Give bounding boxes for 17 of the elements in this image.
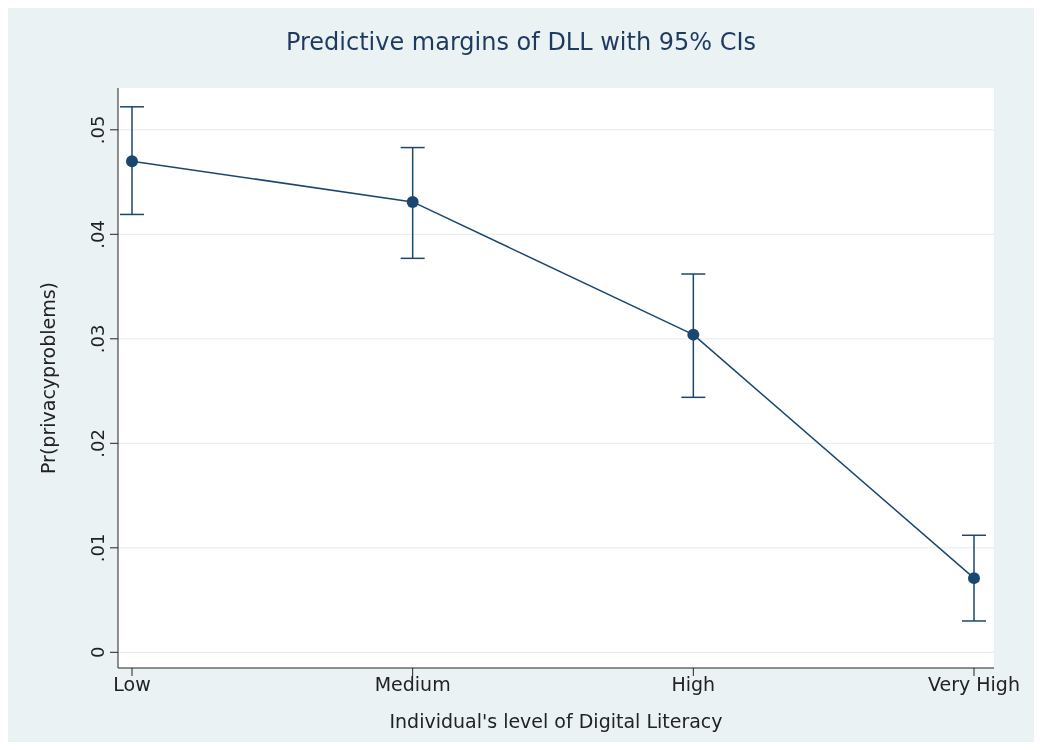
x-tick-label: Very High [928,673,1020,696]
point [406,195,419,208]
y-tick-label: 0 [87,646,108,659]
point [126,155,138,168]
x-tick-label: Low [113,673,151,696]
x-tick-label: Medium [374,673,451,696]
y-axis-title: Pr(privacyproblems) [36,281,59,475]
point [687,328,700,341]
x-axis-title: Individual's level of Digital Literacy [389,710,723,732]
y-tick-label: .04 [87,219,108,249]
y-tick-label: .05 [87,115,108,145]
y-tick-label: .03 [87,324,108,354]
x-tick-label: High [671,673,716,696]
y-tick-label: .01 [87,533,108,563]
point [968,572,980,585]
chart-title: Predictive margins of DLL with 95% CIs [284,28,758,56]
y-tick-label: .02 [87,428,108,458]
